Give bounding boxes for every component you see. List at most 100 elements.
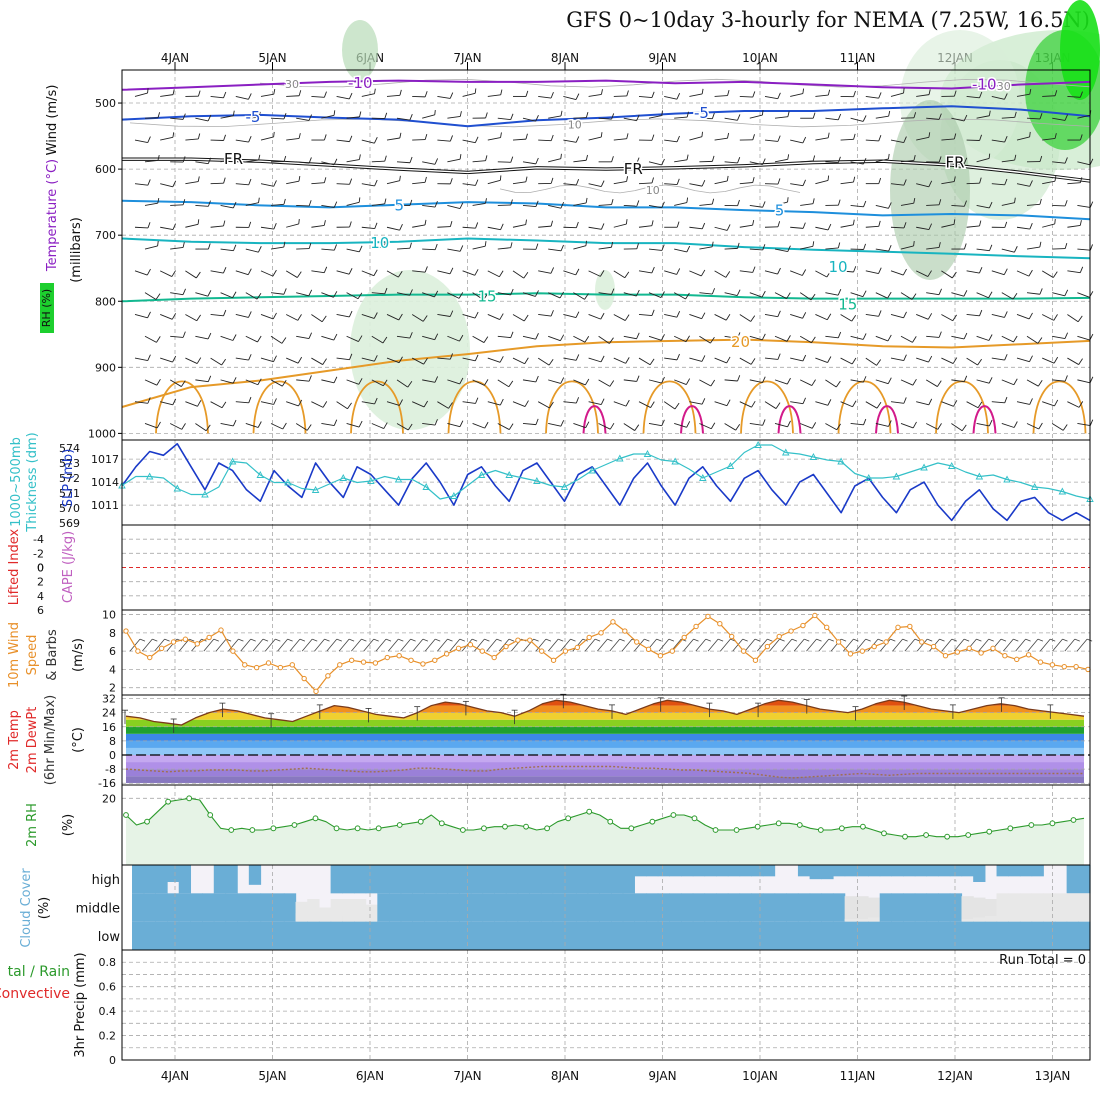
- wind-barb: [563, 95, 577, 101]
- wind-speed-point: [633, 639, 640, 645]
- wind-barb: [890, 226, 905, 229]
- wind-barb-flag: [626, 176, 629, 182]
- wind-barb-flag: [221, 401, 227, 409]
- surface-wind-barb-flag: [1013, 638, 1019, 642]
- wind-barb-flag: [1078, 358, 1083, 365]
- surface-wind-barb: [953, 638, 965, 652]
- cloud-cell-clear: [973, 917, 986, 922]
- date-label-bottom: 5JAN: [258, 1069, 286, 1083]
- wind-barb: [875, 335, 889, 342]
- wind-barb-flag: [988, 153, 991, 159]
- wind-barb-flag: [977, 401, 983, 409]
- wind-barb: [865, 357, 877, 366]
- wind-barb-flag: [711, 241, 714, 247]
- wind-barb-flag: [878, 220, 881, 227]
- wind-speed-point: [1073, 663, 1079, 670]
- wind-barb-flag: [888, 202, 892, 209]
- wind-barb-flag: [624, 271, 630, 278]
- wind-barb-flag: [609, 422, 615, 430]
- thickness-marker: [339, 474, 348, 481]
- wind-barb-flag: [851, 357, 857, 365]
- wind-barb-flag: [196, 357, 202, 364]
- wind-barb: [260, 270, 274, 277]
- wind-barb: [563, 139, 577, 143]
- wind-barb-flag: [272, 312, 277, 320]
- wind-barb: [865, 401, 878, 409]
- wind-barb-flag: [248, 136, 252, 143]
- wind-barb-flag: [676, 93, 681, 100]
- wind-speed-point: [622, 628, 628, 634]
- wind-barb: [623, 379, 637, 382]
- wind-barb: [286, 401, 299, 407]
- wind-barb: [699, 423, 712, 430]
- wind-barb: [270, 335, 283, 344]
- wind-speed-point: [824, 624, 830, 631]
- wind-barb-flag: [172, 132, 175, 138]
- surface-wind-barb-flag: [299, 638, 306, 642]
- wind-barb: [573, 117, 587, 119]
- wind-barb-flag: [762, 201, 766, 208]
- wind-barb: [790, 401, 804, 405]
- wind-barb: [674, 159, 688, 163]
- thickness-marker: [505, 471, 513, 478]
- wind-barb: [1052, 335, 1066, 339]
- surface-wind-barb-flag: [287, 638, 293, 642]
- freezing-level-line: [122, 158, 1091, 182]
- wind-barb-flag: [575, 311, 580, 318]
- cloud-cell-middle: [832, 893, 846, 922]
- rh-point: [144, 818, 150, 825]
- wind-barb: [563, 270, 576, 276]
- wind-barb-flag: [676, 353, 680, 361]
- wind-barb-flag: [1012, 292, 1018, 300]
- wind-speed-point: [586, 634, 592, 641]
- wind-barb: [210, 314, 224, 317]
- wind-barb: [664, 270, 677, 275]
- wind-barb: [749, 335, 763, 341]
- cloud-cell-clear: [961, 918, 974, 922]
- wind-barb: [144, 423, 158, 429]
- wind-barb-flag: [686, 197, 689, 203]
- wind-barb-flag: [1039, 113, 1043, 120]
- wind-barb-flag: [913, 197, 916, 204]
- wind-barb-flag: [1029, 398, 1033, 405]
- wind-barb: [865, 314, 879, 317]
- rh-point: [691, 815, 698, 822]
- wind-barb-flag: [600, 398, 605, 405]
- wind-barb: [714, 357, 727, 364]
- cloud-cell-low: [774, 921, 787, 950]
- wind-barb: [497, 247, 511, 250]
- wind-barb-flag: [525, 133, 528, 140]
- wind-barb: [598, 204, 612, 206]
- wind-barb: [512, 181, 526, 185]
- cloud-cell-clear: [295, 901, 308, 922]
- wind-barb: [447, 423, 461, 428]
- wind-speed-point: [313, 688, 319, 695]
- temp-band: [126, 733, 1084, 741]
- wind-speed-point: [372, 660, 379, 666]
- wind-barb: [245, 335, 258, 343]
- surface-wind-barb: [904, 638, 916, 652]
- surface-wind-barb: [240, 638, 252, 652]
- wind-barb-flag: [523, 272, 529, 279]
- wind-barb: [447, 379, 460, 385]
- slp-tick-label: 1017: [91, 453, 119, 466]
- wind-barb-flag: [510, 242, 513, 248]
- wind-barb-flag: [787, 197, 789, 203]
- wind-barb-flag: [661, 201, 665, 208]
- cloud-cell-low: [365, 921, 378, 950]
- wind-barb: [739, 270, 753, 273]
- surface-wind-barb-flag: [644, 638, 650, 642]
- wind-barb: [260, 136, 274, 141]
- cloud-cell-middle: [657, 893, 671, 922]
- cloud-cell-high: [996, 865, 1009, 877]
- wind-barb-flag: [963, 157, 968, 164]
- wind-barb-flag: [1064, 332, 1069, 339]
- wind-barb-flag: [147, 88, 149, 94]
- wind-barb: [134, 357, 148, 361]
- rh-shading: [342, 0, 1100, 430]
- thickness-tick-label: 572: [59, 472, 80, 485]
- wind-barb-flag: [978, 267, 983, 274]
- cloud-cell-low: [435, 921, 449, 950]
- temp-band: [126, 762, 1084, 770]
